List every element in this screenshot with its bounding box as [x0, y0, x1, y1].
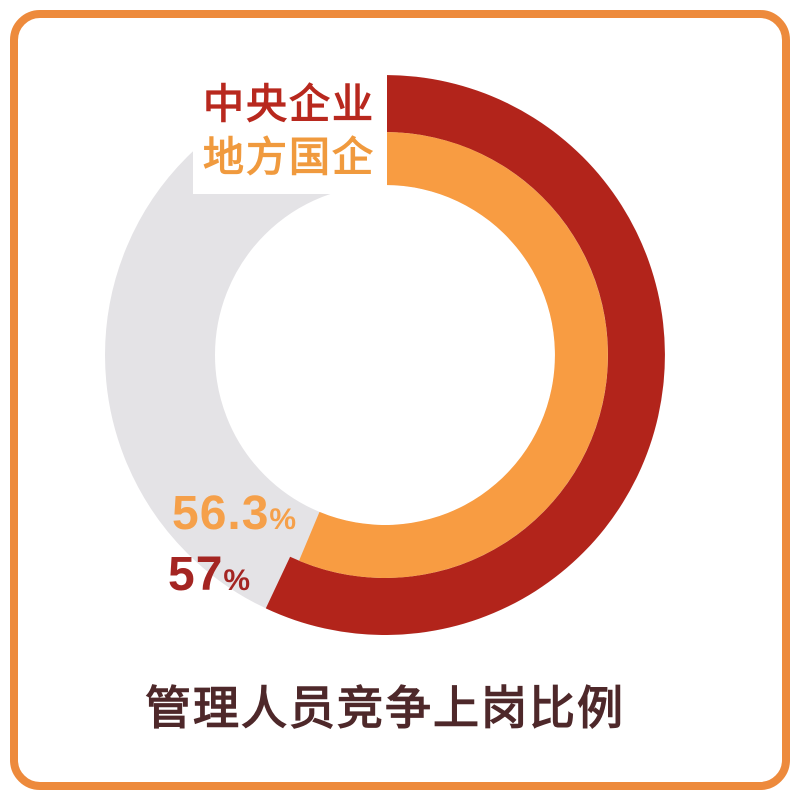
legend: 中央企业 地方国企 [193, 70, 387, 194]
donut-arc-local-inner [299, 132, 608, 578]
percent-sign-local: % [269, 503, 298, 536]
legend-item-central: 中央企业 [203, 81, 375, 127]
donut-arc-central-outer [265, 75, 665, 635]
value-label-local: 56.3% [172, 486, 297, 541]
percent-sign-central: % [223, 564, 252, 597]
legend-item-local: 地方国企 [203, 134, 375, 180]
value-label-central: 57% [168, 547, 251, 602]
value-number-local: 56.3 [172, 487, 270, 540]
chart-title: 管理人员竞争上岗比例 [145, 682, 625, 734]
value-number-central: 57 [168, 548, 224, 601]
